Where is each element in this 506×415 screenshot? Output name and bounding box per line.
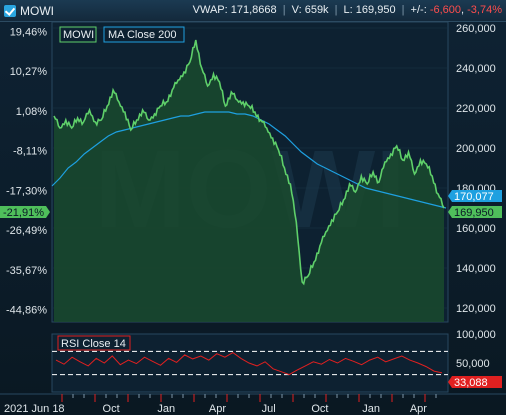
pct-value-badge: -21,91% [0, 206, 50, 219]
right-tick-label: 240,000 [456, 63, 496, 75]
vwap-value: 171,8668 [230, 4, 277, 16]
separator: | [282, 4, 286, 16]
left-tick-label: 10,27% [10, 66, 48, 78]
legend-rsi: RSI Close 14 [61, 338, 126, 350]
right-tick-label: 140,000 [456, 263, 496, 275]
time-label: 2021 Jun 18 [4, 403, 65, 415]
time-axis: 2021 Jun 18 Oct Jan Apr Jul Oct Jan Apr [0, 393, 506, 415]
rsi-tick-label: 50,000 [456, 358, 490, 370]
rsi-tick-label: 100,000 [456, 329, 496, 341]
price-value-badge: 169,950 [448, 206, 502, 219]
time-label: Oct [311, 403, 328, 415]
time-label: Jan [157, 403, 175, 415]
right-tick-label: 160,000 [456, 223, 496, 235]
separator: | [334, 4, 338, 16]
legend-main: MOWI [63, 29, 94, 41]
left-tick-label: -44,86% [6, 305, 47, 317]
right-tick-label: 120,000 [456, 303, 496, 315]
checkbox-icon[interactable] [4, 5, 16, 17]
legend-rsi-box [57, 335, 131, 351]
right-tick-label: 200,000 [456, 143, 496, 155]
chart-area[interactable]: MOWI 19,46% 10,27% 1,08% -8,11% -17,30% -26,4… [0, 21, 506, 415]
ma-value: 170,077 [454, 191, 494, 203]
legend-main-box [59, 26, 97, 43]
left-tick-label: 1,08% [16, 106, 47, 118]
rsi-line [55, 352, 443, 376]
time-label: Oct [103, 403, 120, 415]
change-label: +/-: [410, 4, 427, 16]
right-tick-label: 220,000 [456, 103, 496, 115]
legend-ma-box [103, 26, 185, 43]
rsi-value: 33,088 [454, 377, 488, 389]
pct-value: -21,91% [3, 207, 44, 219]
change-pct-value: -3,74% [467, 4, 502, 16]
legend-ma: MA Close 200 [108, 29, 176, 41]
left-axis: 19,46% 10,27% 1,08% -8,11% -17,30% -26,49% -35… [6, 26, 47, 316]
time-label: Apr [410, 403, 427, 415]
time-label: Apr [209, 403, 226, 415]
right-axis: 260,000240,000220,000200,000180,000160,0… [456, 23, 496, 315]
left-tick-label: -8,11% [13, 146, 47, 158]
price-value: 169,950 [454, 207, 494, 219]
ticker-title: MOWI [20, 4, 54, 18]
ma-value-badge: 170,077 [448, 190, 502, 203]
left-tick-label: -17,30% [6, 185, 47, 197]
ma-line [51, 111, 447, 209]
left-tick-label: 19,46% [10, 26, 48, 38]
volume-label: V: [291, 4, 302, 16]
left-tick-label: -26,49% [6, 225, 47, 237]
price-chart[interactable]: MOWI 19,46% 10,27% 1,08% -8,11% -17,30% -26,4… [0, 21, 506, 415]
price-line [53, 39, 445, 286]
time-label: Jul [262, 403, 276, 415]
rsi-bands [52, 350, 448, 376]
rsi-value-badge: 33,088 [448, 376, 502, 389]
last-value: 169,950 [355, 4, 396, 16]
price-area-fill [54, 40, 444, 322]
time-label: Jan [362, 403, 380, 415]
rsi-axis: 100,000 50,000 [456, 329, 496, 370]
left-tick-label: -35,67% [6, 265, 47, 277]
volume-value: 659k [304, 4, 329, 16]
change-value: -6,600 [429, 4, 462, 16]
quote-stats: VWAP: 171,8668 | V: 659k | L: 169,950 | … [192, 4, 502, 16]
separator: | [401, 4, 405, 16]
last-label: L: [343, 4, 353, 16]
chart-header: MOWI VWAP: 171,8668 | V: 659k | L: 169,9… [0, 0, 506, 22]
right-tick-label: 260,000 [456, 23, 496, 35]
vwap-label: VWAP: [192, 4, 228, 16]
